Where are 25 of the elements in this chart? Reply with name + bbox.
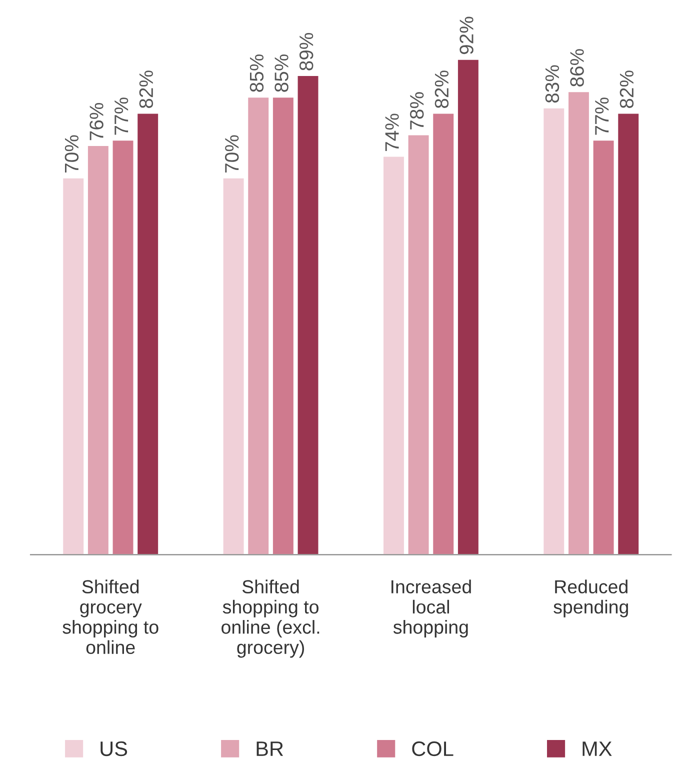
data-label: 85% — [250, 54, 264, 92]
data-label: 82% — [620, 70, 634, 108]
data-label: 77% — [114, 98, 128, 135]
x-tick-label: Reduced spending — [554, 580, 628, 618]
data-label: 70% — [224, 135, 239, 172]
data-label: 92% — [460, 16, 474, 54]
legend-label: US — [100, 741, 128, 756]
x-tick-label: Shifted grocery shopping to online — [62, 580, 158, 654]
data-label: 89% — [299, 32, 314, 70]
data-label: 82% — [434, 70, 449, 108]
legend-label: COL — [412, 741, 454, 756]
data-label: 83% — [545, 65, 560, 103]
bar — [616, 112, 640, 555]
data-label: 86% — [570, 49, 584, 86]
data-label: 77% — [595, 98, 609, 135]
data-label: 82% — [139, 70, 154, 108]
data-label: 85% — [274, 54, 288, 92]
data-label: 78% — [410, 92, 424, 130]
data-label: 76% — [90, 102, 104, 140]
data-label: 70% — [64, 135, 79, 172]
legend-label: BR — [256, 742, 284, 756]
data-label: 74% — [385, 114, 399, 151]
x-tick-label: Shifted shopping to online (excl. grocery) — [222, 580, 320, 658]
legend-label: MX — [582, 742, 612, 756]
x-tick-label: Increased local shopping — [392, 580, 471, 638]
